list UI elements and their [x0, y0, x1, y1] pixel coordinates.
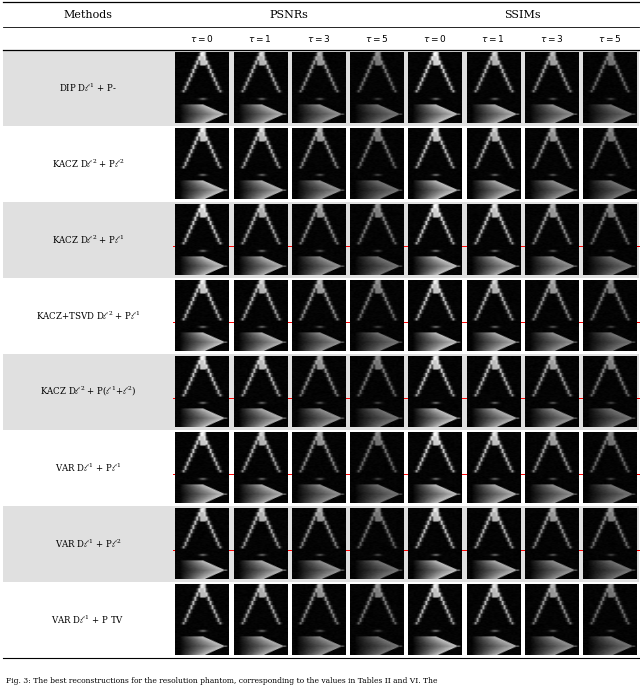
Text: VAR D$\ell^1$ + P$\ell^1$: VAR D$\ell^1$ + P$\ell^1$	[55, 461, 121, 474]
Text: VAR D$\ell^1$ + P TV: VAR D$\ell^1$ + P TV	[51, 614, 125, 625]
Text: $\tau = 1$: $\tau = 1$	[248, 33, 272, 44]
Text: KACZ D$\ell^2$ + P$\ell^1$: KACZ D$\ell^2$ + P$\ell^1$	[52, 233, 124, 246]
Text: KACZ D$\ell^2$ + P($\ell^1$+$\ell^2$): KACZ D$\ell^2$ + P($\ell^1$+$\ell^2$)	[40, 385, 136, 398]
Text: Fig. 3: The best reconstructions for the resolution phantom, corresponding to th: Fig. 3: The best reconstructions for the…	[6, 676, 438, 685]
Text: $\tau = 1$: $\tau = 1$	[481, 33, 505, 44]
Text: $\tau = 3$: $\tau = 3$	[540, 33, 563, 44]
Text: KACZ D$\ell^2$ + P$\ell^2$: KACZ D$\ell^2$ + P$\ell^2$	[52, 157, 124, 170]
Text: KACZ+TSVD D$\ell^2$ + P$\ell^1$: KACZ+TSVD D$\ell^2$ + P$\ell^1$	[36, 309, 140, 322]
Text: $\tau = 3$: $\tau = 3$	[307, 33, 330, 44]
Text: $\tau = 5$: $\tau = 5$	[365, 33, 388, 44]
Text: $\tau = 0$: $\tau = 0$	[190, 33, 214, 44]
Text: Methods: Methods	[63, 10, 113, 20]
Text: $\tau = 0$: $\tau = 0$	[423, 33, 447, 44]
Text: DIP D$\ell^1$ + P-: DIP D$\ell^1$ + P-	[59, 82, 117, 94]
Text: $\tau = 5$: $\tau = 5$	[598, 33, 621, 44]
Text: VAR D$\ell^1$ + P$\ell^2$: VAR D$\ell^1$ + P$\ell^2$	[54, 537, 122, 550]
Text: PSNRs: PSNRs	[270, 10, 308, 20]
Text: SSIMs: SSIMs	[504, 10, 541, 20]
